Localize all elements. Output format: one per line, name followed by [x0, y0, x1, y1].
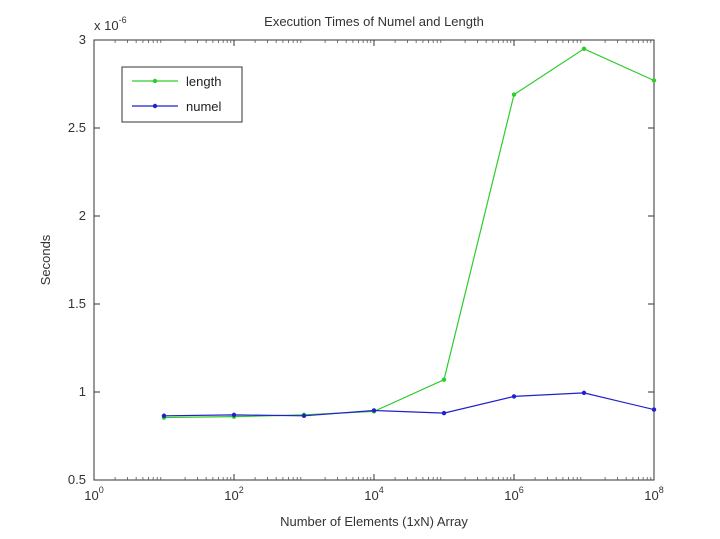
y-tick-label: 2 — [79, 208, 86, 223]
series-line-length — [163, 48, 655, 419]
legend-marker-numel — [152, 103, 158, 109]
x-tick-label: 108 — [644, 485, 663, 503]
y-tick-label: 1.5 — [68, 296, 86, 311]
legend: length numel — [121, 66, 243, 123]
legend-label-numel: numel — [186, 99, 222, 114]
y-axis-ticks: 0.5 1 1.5 2 2.5 3 — [68, 32, 654, 487]
y-tick-label: 1 — [79, 384, 86, 399]
y-axis-title: Seconds — [38, 234, 53, 285]
data-point-length — [511, 92, 517, 97]
series-line-numel — [163, 392, 655, 417]
data-point-numel — [441, 410, 447, 416]
x-tick-label: 106 — [504, 485, 523, 503]
data-point-numel — [161, 413, 167, 418]
data-point-numel — [301, 413, 307, 418]
y-tick-label: 3 — [79, 32, 86, 47]
data-point-numel — [371, 408, 377, 413]
chart-title: Execution Times of Numel and Length — [264, 14, 484, 29]
data-point-length — [581, 46, 587, 51]
x-tick-label: 100 — [84, 485, 103, 503]
data-point-length — [441, 377, 447, 382]
data-point-numel — [581, 390, 587, 396]
x-tick-label: 104 — [364, 485, 383, 503]
data-point-numel — [231, 412, 237, 418]
legend-box — [121, 66, 243, 123]
data-point-length — [651, 78, 657, 83]
data-point-numel — [511, 394, 517, 399]
x-axis-ticks: 100 102 104 106 108 — [84, 40, 664, 503]
y-exponent-label: x 10-6 — [94, 15, 127, 33]
y-tick-label: 2.5 — [68, 120, 86, 135]
x-axis-title: Number of Elements (1xN) Array — [280, 514, 468, 529]
legend-label-length: length — [186, 74, 221, 89]
legend-marker-length — [152, 78, 158, 84]
x-tick-label: 102 — [224, 485, 243, 503]
data-point-numel — [651, 407, 657, 412]
y-tick-label: 0.5 — [68, 472, 86, 487]
series-layer — [161, 46, 657, 420]
